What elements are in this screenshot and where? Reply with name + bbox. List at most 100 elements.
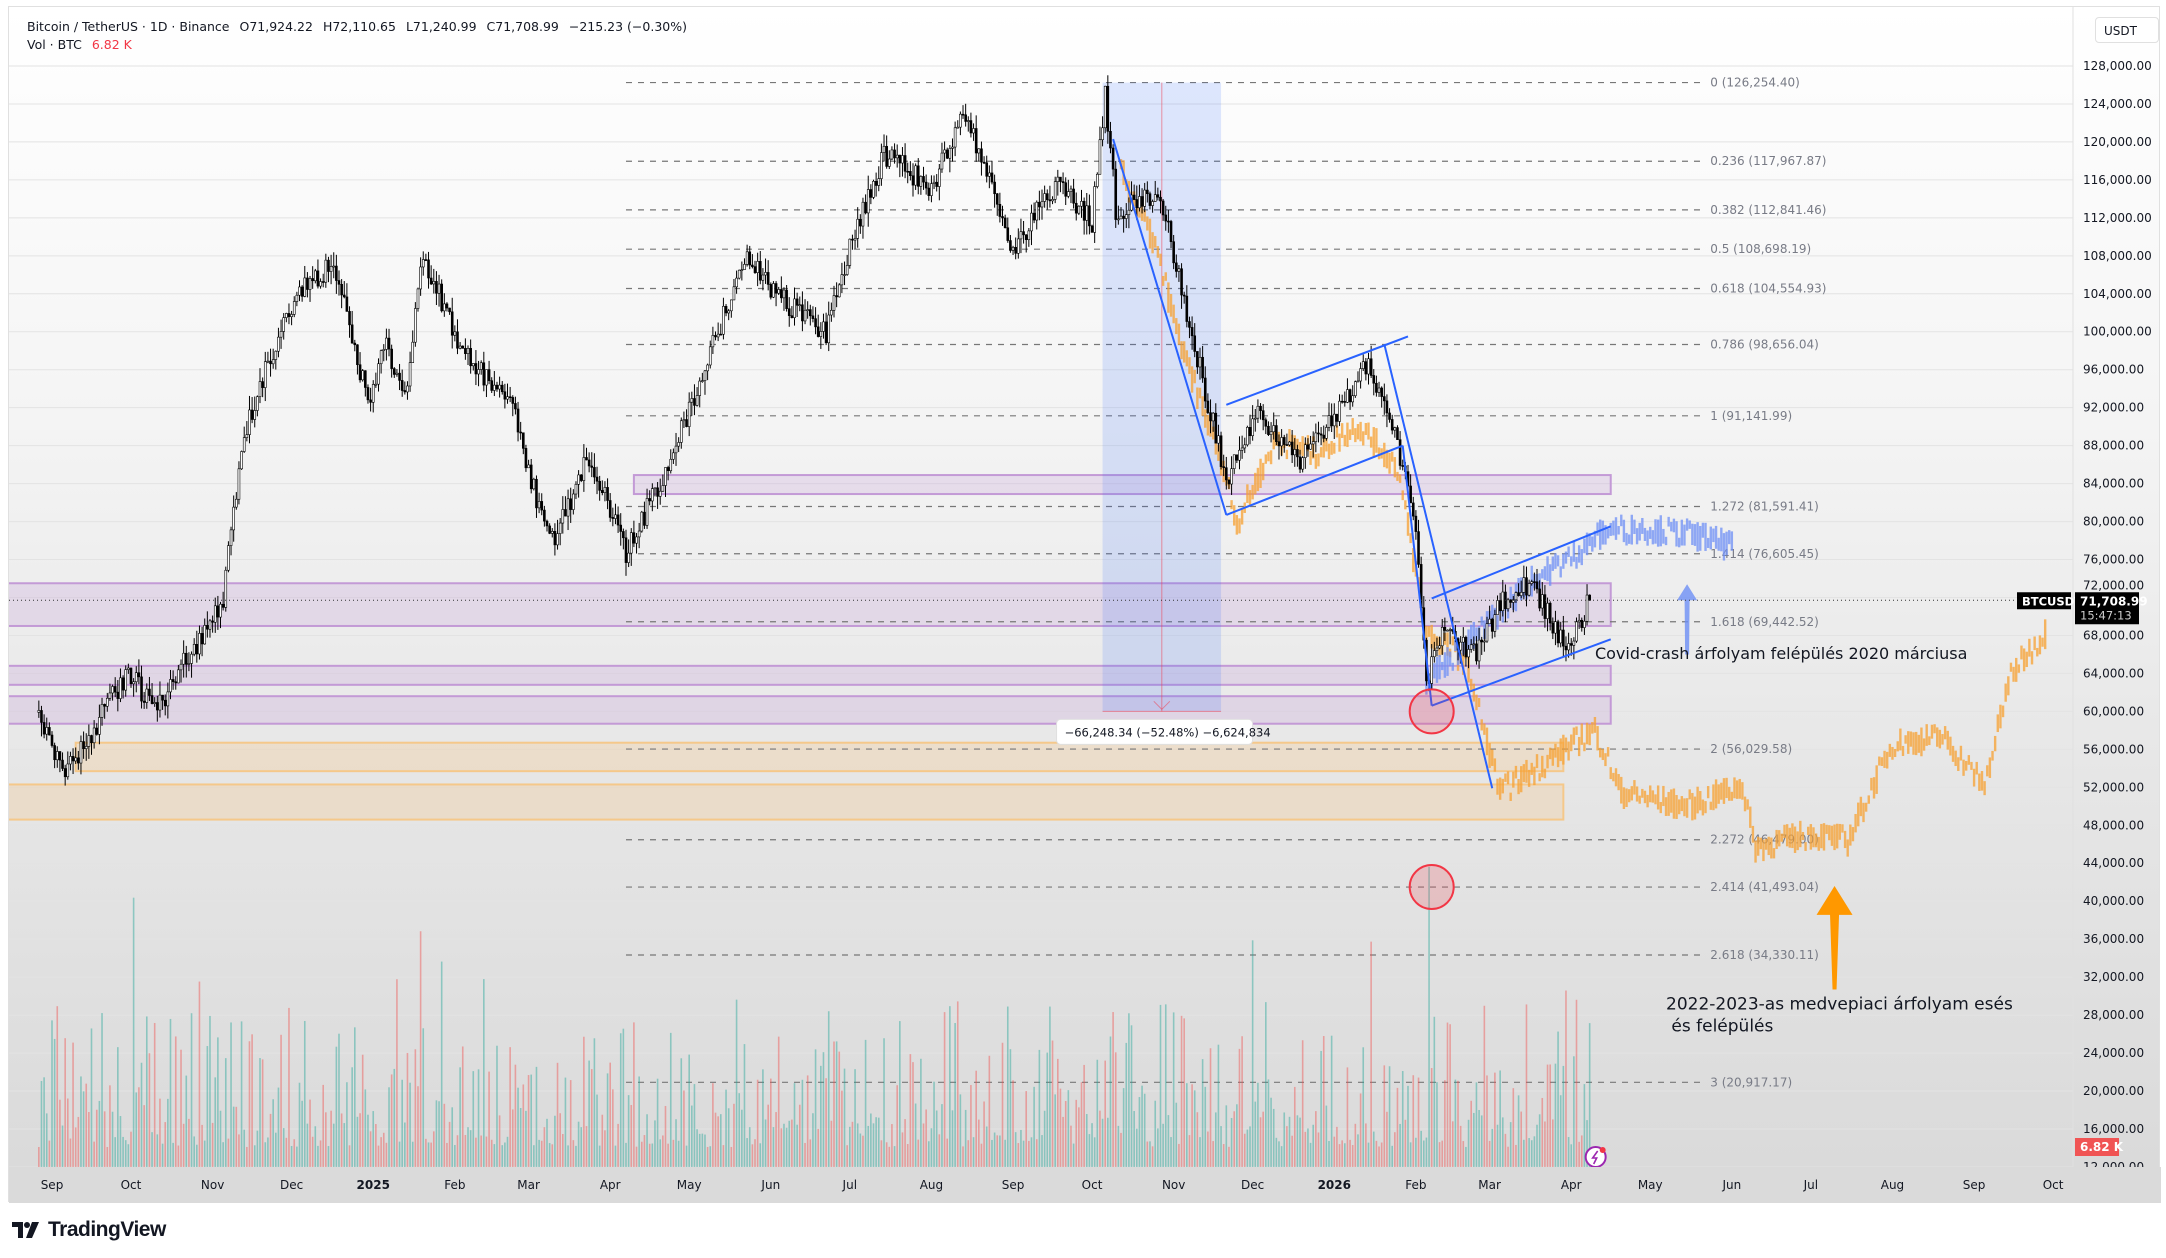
volume-bar	[1228, 1146, 1230, 1167]
volume-bar	[309, 1099, 311, 1167]
candle	[1301, 457, 1304, 470]
volume-bar	[480, 1135, 482, 1167]
volume-bar	[612, 1089, 614, 1167]
blue-overlay-bar	[1625, 532, 1628, 546]
trendline[interactable]	[1401, 445, 1433, 706]
blue-overlay-bar	[1467, 629, 1470, 651]
candle	[924, 181, 928, 189]
orange-overlay-bar	[1770, 837, 1773, 859]
orange-overlay-bar	[1649, 785, 1652, 803]
volume-bar	[1288, 1116, 1291, 1167]
orange-overlay-bar	[1614, 768, 1618, 787]
currency-button[interactable]: USDT	[2095, 17, 2159, 43]
candle	[1103, 85, 1107, 129]
orange-overlay-bar	[1338, 433, 1341, 452]
volume-bar	[327, 1146, 330, 1167]
candle	[61, 759, 64, 769]
blue-overlay-bar	[1454, 639, 1457, 652]
candle	[1043, 193, 1046, 202]
candle	[1132, 194, 1136, 200]
orange-overlay-bar	[1706, 786, 1710, 799]
volume-bar	[1588, 1023, 1591, 1167]
candle	[603, 487, 607, 493]
volume-bar	[153, 1022, 156, 1167]
volume-bar	[1325, 1105, 1328, 1167]
volume-bar	[90, 1028, 93, 1167]
candle	[906, 170, 910, 173]
orange-overlay-bar	[1404, 500, 1407, 510]
symbol-name[interactable]: Bitcoin / TetherUS · 1D · Binance	[27, 19, 230, 34]
volume-bar	[1051, 1040, 1054, 1167]
purple-zone	[9, 664, 1612, 686]
candle	[211, 620, 214, 623]
candle	[1148, 193, 1152, 206]
trendline[interactable]	[1383, 343, 1494, 789]
volume-bar	[325, 1112, 327, 1167]
tradingview-logo[interactable]: TradingView	[12, 1218, 166, 1242]
volume-bar	[106, 1146, 109, 1167]
volume-bar	[777, 1036, 780, 1167]
volume-bar	[1101, 1118, 1104, 1167]
candle	[345, 296, 349, 312]
price-chart[interactable]: 0 (126,254.40)0.236 (117,967.87)0.382 (1…	[9, 7, 2161, 1203]
orange-overlay-bar	[1430, 624, 1433, 649]
orange-overlay-bar	[1520, 766, 1523, 793]
orange-overlay-bar	[1633, 780, 1636, 795]
candle	[1298, 456, 1302, 470]
orange-overlay-bar	[1991, 750, 1994, 761]
orange-overlay-bar	[1720, 782, 1723, 800]
volume-bar	[343, 1123, 346, 1167]
volume-bar	[1183, 1018, 1185, 1167]
volume-bar	[1404, 1119, 1407, 1167]
candle	[1304, 444, 1307, 458]
trendline[interactable]	[1225, 444, 1404, 516]
volume-bar	[1583, 1084, 1586, 1167]
orange-overlay-bar	[1285, 449, 1289, 460]
candle	[1535, 581, 1539, 590]
orange-overlay-bar	[1309, 450, 1312, 465]
trendline[interactable]	[1431, 638, 1612, 707]
trendline[interactable]	[1225, 335, 1409, 406]
volume-bar	[904, 1119, 906, 1167]
orange-overlay-bar	[1609, 767, 1612, 780]
volume-bar	[1070, 1125, 1072, 1167]
volume-bar	[756, 1079, 759, 1167]
blue-overlay-bar	[1662, 528, 1665, 544]
volume-bar	[111, 1111, 114, 1167]
volume-bar	[583, 1036, 585, 1167]
volume-legend[interactable]: Vol · BTC 6.82 K	[27, 37, 138, 52]
orange-overlay-bar	[2041, 637, 2044, 647]
candle	[184, 652, 188, 665]
orange-overlay-bar	[1138, 207, 1141, 218]
symbol-legend[interactable]: Bitcoin / TetherUS · 1D · Binance O71,92…	[27, 19, 693, 34]
candle	[66, 763, 70, 778]
volume-bar	[569, 1080, 572, 1167]
candle	[361, 370, 364, 381]
candle	[824, 321, 828, 344]
volume-bar	[619, 1033, 622, 1167]
volume-bar	[1186, 1083, 1188, 1167]
trendline[interactable]	[1431, 525, 1612, 600]
chart-pane[interactable]: 0 (126,254.40) 0.236 (117,967.87) 0.382 (1…	[8, 6, 2161, 1203]
orange-overlay-bar	[1575, 726, 1578, 735]
blue-overlay-bar	[1709, 526, 1712, 550]
volume-bar	[606, 1073, 609, 1167]
volume-bar	[80, 1076, 82, 1167]
candle	[1527, 583, 1531, 596]
candle	[840, 274, 844, 286]
orange-overlay-bar	[2020, 645, 2023, 660]
trendline[interactable]	[1112, 138, 1228, 516]
volume-bar	[1375, 1140, 1378, 1167]
volume-bar	[467, 1127, 469, 1167]
orange-overlay-bar	[1912, 732, 1915, 755]
volume-bar	[1357, 1134, 1359, 1167]
time-tick-label: Dec	[280, 1178, 303, 1192]
candle	[1548, 602, 1552, 624]
volume-bar	[590, 1069, 593, 1167]
volume-bar	[1133, 1111, 1135, 1167]
volume-bar	[1578, 1141, 1580, 1167]
volume-bar	[1354, 1123, 1357, 1167]
volume-bar	[554, 1115, 556, 1167]
orange-overlay-bar	[1525, 759, 1528, 783]
orange-overlay-bar	[1677, 799, 1681, 815]
